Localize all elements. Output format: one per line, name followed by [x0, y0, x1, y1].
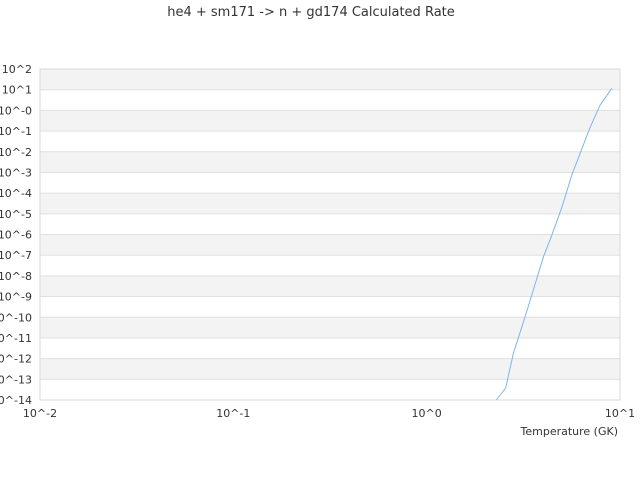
x-axis-label: Temperature (GK)	[520, 425, 619, 438]
y-tick-label: 10^-12	[0, 353, 32, 366]
y-tick-label: 10^-9	[0, 291, 32, 304]
series-line	[495, 88, 613, 401]
y-tick-label: 10^-4	[0, 187, 32, 200]
grid-band	[40, 317, 620, 338]
grid-band	[40, 110, 620, 132]
y-tick-label: 10^-5	[0, 208, 32, 221]
y-tick-label: 10^-11	[0, 332, 32, 345]
y-tick-label: 10^-14	[0, 394, 32, 407]
grid-band	[40, 193, 620, 214]
plot-border	[39, 68, 621, 401]
y-tick-label: 10^-10	[0, 311, 32, 324]
y-tick-label: 10^-6	[0, 229, 32, 242]
x-tick-label: 10^0	[412, 407, 442, 420]
y-tick-label: 10^1	[2, 84, 32, 97]
grid-band	[40, 234, 620, 256]
x-tick-label: 10^1	[605, 407, 635, 420]
y-tick-label: 10^-7	[0, 249, 32, 262]
chart-title: he4 + sm171 -> n + gd174 Calculated Rate	[167, 5, 455, 20]
y-tick-label: 10^-8	[0, 270, 32, 283]
y-tick-label: 10^-0	[0, 104, 32, 117]
x-tick-label: 10^-1	[216, 407, 250, 420]
y-tick-label: 10^-3	[0, 166, 32, 179]
y-tick-label: 10^-13	[0, 373, 32, 386]
grid-band	[40, 275, 620, 297]
y-tick-label: 10^2	[2, 63, 32, 76]
grid-band	[40, 358, 620, 380]
x-tick-label: 10^-2	[23, 407, 57, 420]
grid-band	[40, 69, 620, 90]
y-tick-label: 10^-1	[0, 125, 32, 138]
grid-band	[40, 151, 620, 173]
y-tick-label: 10^-2	[0, 146, 32, 159]
